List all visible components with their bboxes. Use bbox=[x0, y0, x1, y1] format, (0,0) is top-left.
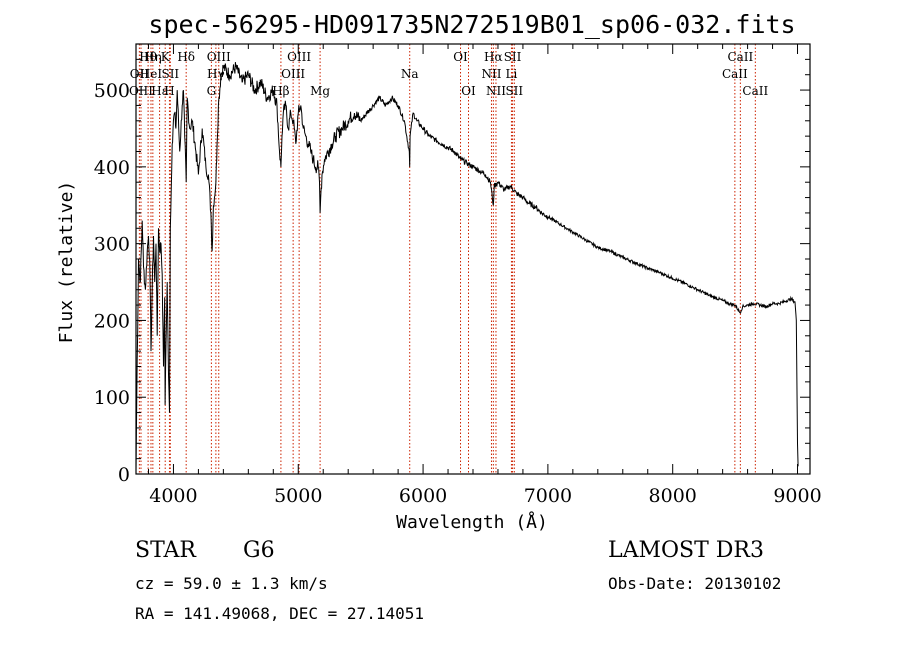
line-label-17: Na bbox=[401, 67, 419, 81]
line-label-14: OIII bbox=[281, 67, 305, 81]
line-label-7: SII bbox=[161, 67, 179, 81]
spectral-subclass: G6 bbox=[243, 538, 275, 563]
x-tick-label-5: 9000 bbox=[773, 485, 821, 507]
line-label-28: CaII bbox=[742, 84, 768, 98]
x-tick-label-2: 6000 bbox=[399, 485, 447, 507]
x-tick-label-3: 7000 bbox=[524, 485, 572, 507]
y-tick-label-2: 200 bbox=[94, 310, 130, 332]
survey-name: LAMOST DR3 bbox=[608, 538, 764, 563]
coordinates: RA = 141.49068, DEC = 27.14051 bbox=[135, 604, 424, 623]
line-label-0: Hθ bbox=[139, 50, 157, 64]
line-label-16: Mg bbox=[310, 84, 330, 98]
x-axis: 4000 5000 6000 7000 8000 9000 bbox=[147, 44, 822, 507]
line-label-13: OIII bbox=[287, 50, 311, 64]
line-label-15: Hβ bbox=[272, 84, 289, 98]
line-label-12: G bbox=[207, 84, 217, 98]
line-label-24: NII bbox=[486, 84, 506, 98]
y-tick-label-0: 0 bbox=[118, 464, 130, 486]
observation-date: Obs-Date: 20130102 bbox=[608, 574, 782, 593]
x-axis-label: Wavelength (Å) bbox=[396, 511, 548, 533]
y-tick-label-4: 400 bbox=[94, 157, 130, 179]
x-tick-label-1: 5000 bbox=[274, 485, 322, 507]
line-label-27: CaII bbox=[722, 67, 748, 81]
line-label-9: Hδ bbox=[177, 50, 195, 64]
line-label-2: OIII bbox=[129, 84, 153, 98]
line-label-8: H bbox=[164, 84, 174, 98]
x-tick-label-0: 4000 bbox=[149, 485, 197, 507]
redshift-cz: cz = 59.0 ± 1.3 km/s bbox=[135, 574, 328, 593]
line-label-4: HeI bbox=[140, 67, 163, 81]
line-label-23: Li bbox=[506, 67, 518, 81]
x-tick-label-4: 8000 bbox=[649, 485, 697, 507]
line-label-25: SII bbox=[505, 84, 523, 98]
y-tick-label-5: 500 bbox=[94, 80, 130, 102]
line-label-20: Hα bbox=[484, 50, 503, 64]
line-label-19: OI bbox=[461, 84, 476, 98]
y-axis: 0 100 200 300 400 500 bbox=[94, 58, 810, 486]
y-tick-label-3: 300 bbox=[94, 234, 130, 256]
line-label-3: Hη bbox=[144, 50, 162, 64]
line-label-26: CaII bbox=[727, 50, 753, 64]
y-axis-label: Flux (relative) bbox=[56, 181, 77, 344]
line-label-22: NII bbox=[481, 67, 501, 81]
line-label-10: OIII bbox=[207, 50, 231, 64]
line-label-5: Hε bbox=[151, 84, 168, 98]
line-label-18: OI bbox=[453, 50, 468, 64]
y-tick-label-1: 100 bbox=[94, 387, 130, 409]
chart-title: spec-56295-HD091735N272519B01_sp06-032.f… bbox=[148, 10, 795, 39]
plot-frame bbox=[135, 43, 811, 475]
line-label-6: K bbox=[161, 50, 171, 64]
line-label-1: OII bbox=[130, 67, 150, 81]
line-markers bbox=[138, 44, 756, 474]
spectrum-line bbox=[135, 62, 799, 471]
line-label-21: SII bbox=[504, 50, 522, 64]
object-type: STAR bbox=[135, 538, 196, 563]
